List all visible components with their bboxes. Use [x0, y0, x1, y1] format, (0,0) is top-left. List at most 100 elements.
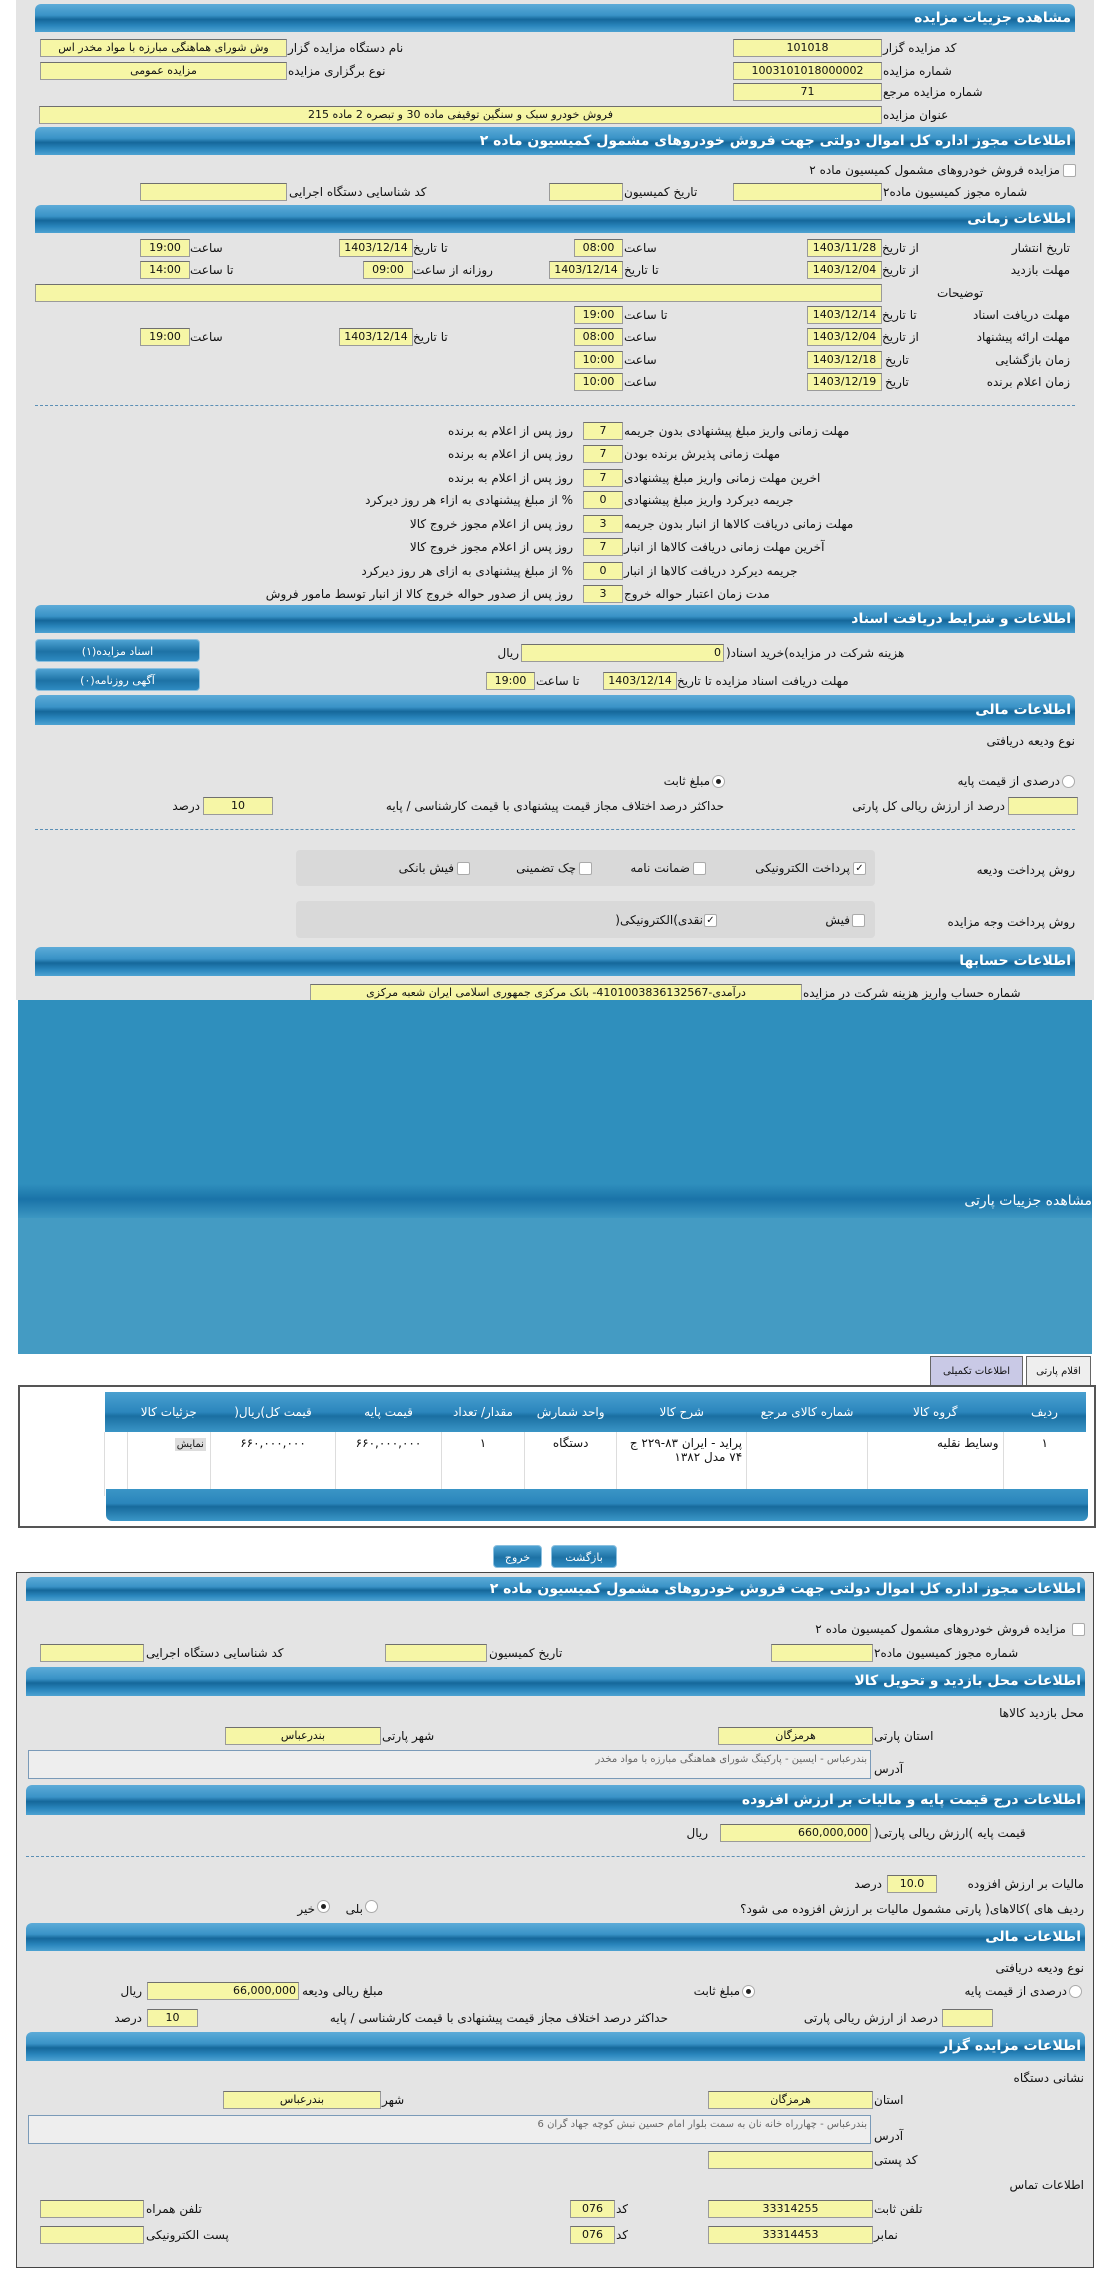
- docs-to-time[interactable]: 19:00: [574, 306, 623, 324]
- offer-to-date[interactable]: 1403/12/14: [339, 328, 413, 346]
- fixed-radio[interactable]: [712, 775, 725, 788]
- auction-code-field[interactable]: 101018: [733, 39, 882, 57]
- rial-label: ریال: [497, 646, 519, 660]
- tab-supplementary-info[interactable]: اطلاعات تکمیلی: [930, 1356, 1023, 1385]
- bank-slip-checkbox[interactable]: [457, 862, 470, 875]
- exec-code-field[interactable]: [140, 183, 287, 201]
- term-suffix: % از مبلغ پیشنهادی به ازای هر روز دیرکرد: [361, 564, 573, 578]
- permit-number-field[interactable]: [733, 183, 882, 201]
- vat-yes-radio[interactable]: [365, 1900, 378, 1913]
- org-address-title: نشانی دستگاه: [1013, 2071, 1084, 2085]
- time-label: ساعت: [624, 353, 657, 367]
- lot-address-field[interactable]: بندرعباس - ایسین - پارکینگ شورای هماهنگی…: [28, 1750, 871, 1779]
- term-value[interactable]: 7: [583, 445, 623, 463]
- offer-label: مهلت ارائه پیشنهاد: [976, 330, 1070, 344]
- percent2-field[interactable]: [942, 2009, 993, 2027]
- slip-label: فیش: [825, 913, 850, 927]
- cash-electronic-checkbox[interactable]: ✓: [704, 914, 717, 927]
- fax-code-label: کد: [616, 2228, 629, 2242]
- max-diff-field[interactable]: 10: [203, 797, 273, 815]
- publish-from-time[interactable]: 08:00: [574, 239, 623, 257]
- vat-yes-label: بلی: [345, 1902, 363, 1916]
- visit-from-date[interactable]: 1403/12/04: [807, 261, 882, 279]
- exec2-code-field[interactable]: [40, 1644, 144, 1662]
- lot-city-field[interactable]: بندرعباس: [225, 1727, 381, 1745]
- fee-field[interactable]: 0: [521, 644, 724, 662]
- phone-field[interactable]: 33314255: [708, 2200, 873, 2218]
- commission-date-field[interactable]: [549, 183, 623, 201]
- max-diff2-field[interactable]: 10: [147, 2009, 198, 2027]
- term-value[interactable]: 7: [583, 422, 623, 440]
- vat-field[interactable]: 10.0: [887, 1875, 937, 1893]
- org-address-field[interactable]: بندرعباس - چهارراه خانه نان به سمت بلوار…: [28, 2115, 871, 2144]
- auction-number-field[interactable]: 1003101018000002: [733, 62, 882, 80]
- publish-to-time[interactable]: 19:00: [140, 239, 190, 257]
- phone-code-label: کد: [616, 2202, 629, 2216]
- lot-province-field[interactable]: هرمزگان: [718, 1727, 873, 1745]
- docs-to-date[interactable]: 1403/12/14: [807, 306, 882, 324]
- visit-daily-from[interactable]: 09:00: [363, 261, 413, 279]
- docs-deadline-label: مهلت دریافت اسناد: [972, 308, 1070, 322]
- percent-field[interactable]: [1008, 797, 1078, 815]
- permit2-number-field[interactable]: [771, 1644, 873, 1662]
- commission2-date-field[interactable]: [385, 1644, 487, 1662]
- term-suffix: % از مبلغ پیشنهادی به ازاء هر روز دیرکرد: [365, 493, 573, 507]
- fax-field[interactable]: 33314453: [708, 2226, 873, 2244]
- auction-docs-button[interactable]: اسناد مزایده(۱): [35, 639, 200, 662]
- guarantee-checkbox[interactable]: [693, 862, 706, 875]
- show-details-link[interactable]: نمایش: [174, 1438, 206, 1451]
- percent2-radio[interactable]: [1069, 1985, 1082, 1998]
- back-button[interactable]: بازگشت: [551, 1545, 617, 1568]
- offer-from-time[interactable]: 08:00: [574, 328, 623, 346]
- description-label: توضیحات: [937, 286, 984, 300]
- term-value[interactable]: 3: [583, 515, 623, 533]
- subject-field[interactable]: فروش خودرو سبک و سنگین توقیفی ماده 30 و …: [39, 106, 882, 124]
- newspaper-ad-button[interactable]: آگهی روزنامه(۰): [35, 668, 200, 691]
- docs-deadline-date[interactable]: 1403/12/14: [603, 672, 677, 690]
- description-field[interactable]: [35, 284, 882, 302]
- visit-to-date[interactable]: 1403/12/14: [549, 261, 623, 279]
- cheque-checkbox[interactable]: [579, 862, 592, 875]
- fax-code-field[interactable]: 076: [570, 2226, 615, 2244]
- auctioneer-header: اطلاعات مزایده گزار: [26, 2032, 1085, 2061]
- term-value[interactable]: 7: [583, 538, 623, 556]
- vat-no-radio[interactable]: [317, 1900, 330, 1913]
- opening-date[interactable]: 1403/12/18: [807, 351, 882, 369]
- docs-deadline-time[interactable]: 19:00: [486, 672, 535, 690]
- org-city-field[interactable]: بندرعباس: [223, 2091, 381, 2109]
- auction-type-field[interactable]: مزایده عمومی: [40, 62, 287, 80]
- publish-to-date[interactable]: 1403/12/14: [339, 239, 413, 257]
- col-index: ردیف: [1003, 1392, 1086, 1432]
- org-province-field[interactable]: هرمزگان: [708, 2091, 873, 2109]
- electronic-payment-checkbox[interactable]: ✓: [853, 862, 866, 875]
- term-value[interactable]: 0: [583, 491, 623, 509]
- percent-option-label: درصدی از قیمت پایه: [957, 774, 1060, 788]
- term-value[interactable]: 0: [583, 562, 623, 580]
- visit-daily-to[interactable]: 14:00: [140, 261, 190, 279]
- deposit-amount-field[interactable]: 66,000,000: [147, 1982, 299, 2000]
- term-value[interactable]: 7: [583, 469, 623, 487]
- offer-to-time[interactable]: 19:00: [140, 328, 190, 346]
- ref-number-field[interactable]: 71: [733, 83, 882, 101]
- col-unit: واحد شمارش: [524, 1392, 617, 1432]
- winner-date[interactable]: 1403/12/19: [807, 373, 882, 391]
- fixed2-radio[interactable]: [742, 1985, 755, 1998]
- postal-code-field[interactable]: [708, 2151, 873, 2169]
- opening-time[interactable]: 10:00: [574, 351, 623, 369]
- commission-checkbox[interactable]: [1063, 164, 1076, 177]
- exit-button[interactable]: خروج: [493, 1545, 542, 1568]
- commission2-checkbox[interactable]: [1072, 1623, 1085, 1636]
- publish-from-date[interactable]: 1403/11/28: [807, 239, 882, 257]
- bank-slip-label: فیش بانکی: [398, 861, 454, 875]
- percent-radio[interactable]: [1062, 775, 1075, 788]
- mobile-field[interactable]: [40, 2200, 144, 2218]
- term-value[interactable]: 3: [583, 585, 623, 603]
- org-name-field[interactable]: وش شورای هماهنگی مبارزه با مواد مخدر اس: [40, 39, 287, 57]
- slip-checkbox[interactable]: [852, 914, 865, 927]
- winner-time[interactable]: 10:00: [574, 373, 623, 391]
- offer-from-date[interactable]: 1403/12/04: [807, 328, 882, 346]
- base-price-field[interactable]: 660,000,000: [720, 1824, 871, 1842]
- phone-code-field[interactable]: 076: [570, 2200, 615, 2218]
- tab-lot-items[interactable]: اقلام پارتی: [1026, 1356, 1091, 1385]
- email-field[interactable]: [40, 2226, 144, 2244]
